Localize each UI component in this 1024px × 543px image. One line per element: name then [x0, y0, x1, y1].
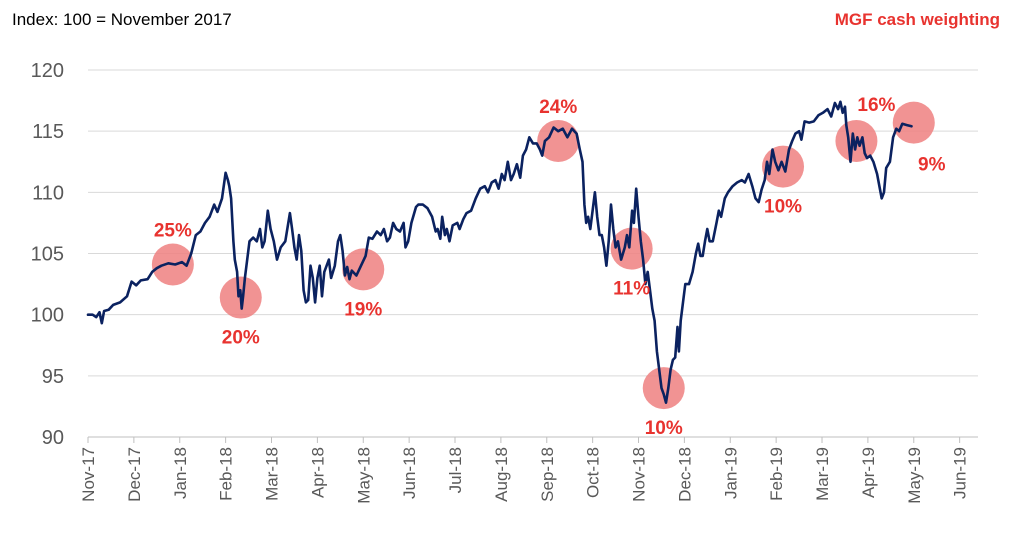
- index-line: [86, 100, 913, 404]
- y-tick-label: 105: [31, 244, 64, 266]
- x-tick-label: Apr-19: [859, 447, 878, 498]
- cash-marker: [537, 119, 580, 162]
- cash-weight-label: 10%: [645, 418, 683, 439]
- annotation-title: MGF cash weighting: [834, 10, 1000, 29]
- x-tick-label: Dec-17: [125, 447, 144, 502]
- cash-marker: [642, 367, 685, 410]
- y-tick-label: 115: [32, 121, 64, 143]
- annotation-markers: [151, 101, 935, 410]
- y-tick-label: 90: [42, 427, 64, 449]
- cash-marker: [892, 101, 935, 144]
- x-tick-label: Feb-19: [767, 447, 786, 501]
- cash-weight-label: 25%: [154, 221, 192, 242]
- x-tick-label: Mar-18: [263, 447, 282, 501]
- x-axis: Nov-17 Dec-17 Jan-18 Feb-18 Mar-18 Apr-18 May-…: [79, 436, 978, 504]
- cash-weight-label: 9%: [918, 155, 946, 176]
- x-tick-label: May-18: [354, 447, 373, 504]
- annotation-labels: 25% 20% 19% 24% 11% 10% 10% 16% 9%: [154, 95, 946, 439]
- x-tick-label: Nov-18: [630, 447, 649, 502]
- cash-weight-label: 20%: [222, 328, 260, 349]
- x-tick-label: Nov-17: [79, 447, 98, 502]
- cash-weight-label: 19%: [344, 299, 382, 320]
- chart-subtitle: Index: 100 = November 2017: [12, 10, 232, 29]
- x-tick-label: Jun-19: [951, 447, 970, 499]
- x-tick-label: Jan-19: [721, 447, 740, 499]
- y-tick-label: 100: [31, 305, 64, 327]
- x-tick-label: Mar-19: [813, 447, 832, 501]
- x-tick-label: Sep-18: [538, 447, 557, 502]
- x-tick-label: Oct-18: [584, 447, 603, 498]
- x-tick-label: Jun-18: [400, 447, 419, 499]
- y-tick-label: 110: [32, 182, 64, 204]
- y-tick-label: 120: [31, 60, 64, 82]
- cash-weight-label: 16%: [857, 95, 895, 116]
- x-tick-label: Feb-18: [217, 447, 236, 501]
- cash-weight-label: 24%: [539, 97, 577, 118]
- x-tick-label: Jul-18: [446, 447, 465, 493]
- x-tick-label: Aug-18: [492, 447, 511, 502]
- x-tick-label: Apr-18: [308, 447, 327, 498]
- cash-marker: [342, 248, 385, 291]
- x-tick-label: May-19: [905, 447, 924, 504]
- x-tick-label: Jan-18: [171, 447, 190, 499]
- y-axis: 90 95 100 105 110 115 120: [31, 60, 64, 449]
- y-tick-label: 95: [42, 366, 64, 388]
- series-group: [86, 100, 913, 404]
- cash-weight-label: 11%: [613, 279, 650, 300]
- x-tick-label: Dec-18: [675, 447, 694, 502]
- cash-weight-label: 10%: [764, 197, 802, 218]
- cash-marker: [610, 227, 653, 270]
